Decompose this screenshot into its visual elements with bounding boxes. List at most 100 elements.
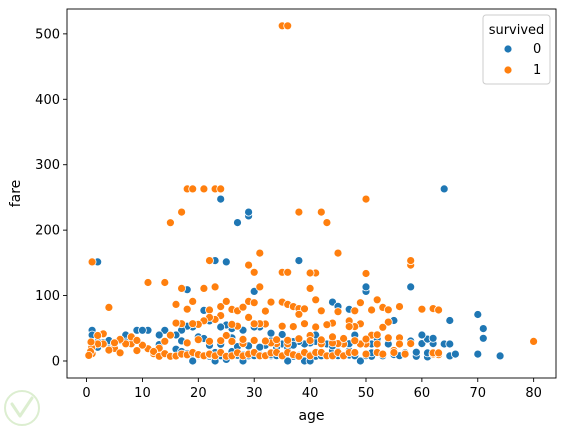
point-survived-1-35 <box>210 282 220 292</box>
point-survived-1-40 <box>238 302 248 312</box>
x-axis: 0 10 20 30 40 50 60 70 80 <box>82 378 542 401</box>
y-tick-label: 400 <box>35 93 60 108</box>
point-survived-1-198 <box>383 333 393 343</box>
x-tick-label: 80 <box>525 386 542 401</box>
x-tick-label: 20 <box>190 386 207 401</box>
point-survived-0-5 <box>294 256 304 266</box>
point-survived-1-182 <box>434 348 444 358</box>
point-survived-1-44 <box>260 306 270 316</box>
point-survived-1-190 <box>294 334 304 344</box>
point-survived-0-2 <box>233 218 242 228</box>
point-survived-0-159 <box>411 347 421 357</box>
point-survived-1-75 <box>378 322 388 332</box>
point-survived-1-3 <box>188 184 198 194</box>
point-survived-1-20 <box>305 268 315 278</box>
point-survived-1-42 <box>249 298 259 308</box>
legend-title: survived <box>489 23 545 38</box>
point-survived-1-196 <box>361 334 371 344</box>
x-tick-label: 30 <box>246 386 263 401</box>
point-survived-0-19 <box>473 310 483 319</box>
point-survived-1-29 <box>171 299 181 309</box>
legend-marker-1 <box>503 65 513 75</box>
legend-label-0: 0 <box>533 42 541 57</box>
point-survived-1-194 <box>339 334 349 343</box>
point-survived-1-17 <box>322 218 332 228</box>
point-survived-1-138 <box>149 347 159 356</box>
point-survived-0-180 <box>255 342 265 352</box>
point-survived-1-90 <box>294 309 304 319</box>
x-tick-label: 60 <box>414 386 431 401</box>
point-survived-1-179 <box>389 348 399 357</box>
point-survived-1-15 <box>294 207 304 217</box>
point-survived-1-67 <box>529 336 538 346</box>
point-survived-1-71 <box>400 349 410 359</box>
point-survived-1-27 <box>143 278 153 287</box>
point-survived-1-50 <box>300 304 309 314</box>
x-tick-label: 70 <box>469 386 486 401</box>
point-survived-1-124 <box>104 345 114 355</box>
point-survived-1-57 <box>350 306 360 316</box>
y-tick-label: 200 <box>35 224 60 239</box>
point-survived-1-112 <box>171 318 181 328</box>
point-survived-1-137 <box>132 335 142 345</box>
watermark-ring <box>4 390 40 426</box>
point-survived-1-197 <box>372 330 382 340</box>
point-survived-1-33 <box>199 283 209 293</box>
point-survived-1-109 <box>188 319 198 329</box>
x-tick-label: 0 <box>82 386 90 401</box>
point-survived-0-17 <box>406 282 416 292</box>
point-survived-0-15 <box>361 282 371 292</box>
point-survived-1-135 <box>115 348 125 358</box>
point-survived-0-8 <box>439 184 449 194</box>
point-survived-0-68 <box>160 325 170 335</box>
point-survived-0-18 <box>445 316 455 325</box>
x-axis-label: age <box>298 408 324 424</box>
point-survived-0-165 <box>450 349 460 359</box>
point-survived-1-63 <box>395 302 404 312</box>
point-survived-0-29 <box>495 351 505 361</box>
y-tick-label: 100 <box>35 289 60 304</box>
point-survived-0-21 <box>478 333 488 343</box>
point-survived-1-6 <box>199 184 209 194</box>
point-survived-1-66 <box>434 305 444 315</box>
watermark-check-icon <box>10 396 34 418</box>
point-survived-1-118 <box>137 340 147 350</box>
point-survived-1-133 <box>93 331 103 340</box>
x-tick-label: 50 <box>358 386 375 401</box>
point-survived-1-55 <box>333 307 343 317</box>
point-survived-1-99 <box>244 312 254 322</box>
point-survived-1-183 <box>216 336 226 346</box>
point-survived-1-5 <box>216 184 226 194</box>
point-survived-1-16 <box>316 207 326 217</box>
legend-box <box>482 14 551 85</box>
point-survived-1-64 <box>417 304 427 314</box>
point-survived-1-192 <box>316 335 326 345</box>
point-survived-1-89 <box>300 319 309 329</box>
point-survived-1-91 <box>288 322 298 332</box>
point-survived-1-10 <box>244 260 254 270</box>
point-survived-1-14 <box>283 267 293 277</box>
point-survived-1-60 <box>372 295 382 305</box>
legend-marker-0 <box>503 44 513 54</box>
y-axis-label: fare <box>8 180 24 208</box>
point-survived-1-25 <box>87 257 97 267</box>
x-tick-label: 40 <box>302 386 319 401</box>
point-survived-0-168 <box>283 356 293 366</box>
point-survived-1-195 <box>350 336 360 346</box>
point-survived-1-12 <box>255 248 265 258</box>
y-tick-label: 300 <box>35 158 60 173</box>
point-survived-1-185 <box>238 334 248 344</box>
point-survived-1-81 <box>344 322 354 332</box>
y-tick-label: 500 <box>35 27 60 42</box>
point-survived-1-21 <box>361 194 371 204</box>
point-survived-0-4 <box>244 207 254 217</box>
point-survived-1-36 <box>216 302 226 312</box>
point-survived-1-87 <box>311 322 321 332</box>
point-survived-1-178 <box>378 349 388 359</box>
point-survived-0-192 <box>266 328 276 338</box>
point-survived-1-28 <box>160 278 170 287</box>
point-survived-1-134 <box>110 338 119 348</box>
point-survived-1-18 <box>333 248 343 258</box>
point-survived-0-85 <box>137 325 147 335</box>
